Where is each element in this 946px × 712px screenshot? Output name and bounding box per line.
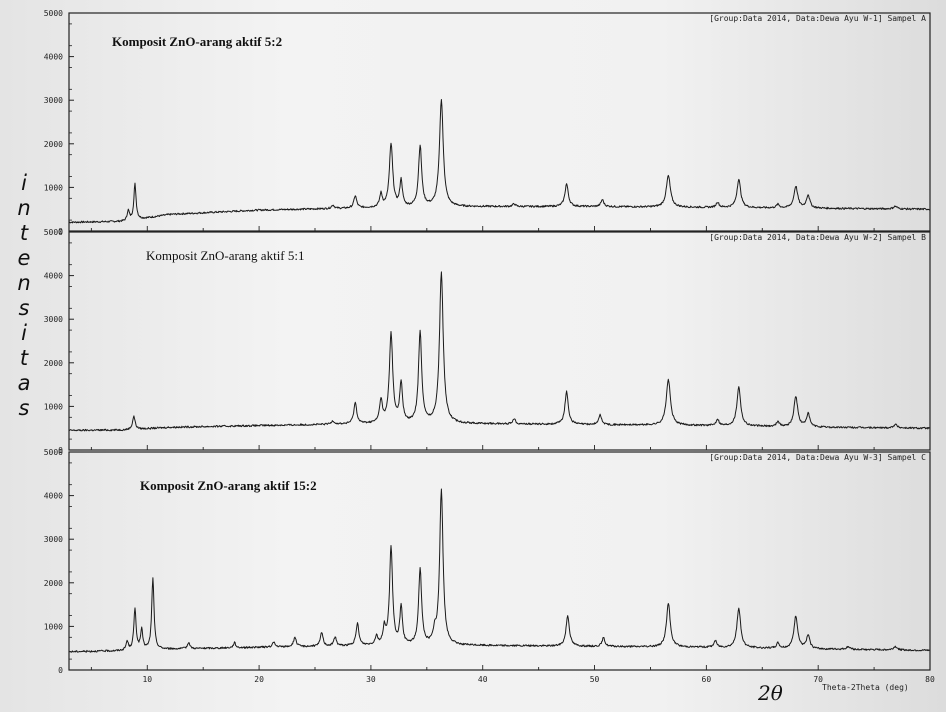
panel-title: Komposit ZnO-arang aktif 5:1	[146, 248, 305, 263]
y-tick-label: 0	[58, 446, 63, 455]
panel-frame	[68, 231, 931, 451]
y-axis-label-letter: s	[19, 396, 30, 420]
y-tick-label: 5000	[44, 228, 63, 237]
x-tick-label: 10	[142, 675, 152, 684]
y-tick-label: 4000	[44, 492, 63, 501]
y-axis-label-letter: s	[19, 296, 30, 320]
y-tick-label: 2000	[44, 140, 63, 149]
y-tick-label: 5000	[44, 9, 63, 18]
y-tick-label: 3000	[44, 535, 63, 544]
diffraction-trace	[68, 488, 930, 653]
y-tick-label: 2000	[44, 359, 63, 368]
x-tick-label: 80	[925, 675, 935, 684]
xrd-panel-1: 0 1000 2000 3000 4000 5000 [Group:Data 2014, D…	[44, 9, 931, 236]
y-tick-label: 4000	[44, 53, 63, 62]
y-tick-label: 5000	[44, 448, 63, 457]
panel-frame	[68, 12, 931, 232]
y-axis-label-letter: i	[21, 171, 27, 195]
y-tick-label: 4000	[44, 272, 63, 281]
panel-header: [Group:Data 2014, Data:Dewa Ayu W-1] Sam…	[709, 14, 926, 23]
panel-frame	[68, 451, 931, 671]
panel-header: [Group:Data 2014, Data:Dewa Ayu W-3] Sam…	[709, 453, 926, 462]
y-tick-label: 3000	[44, 315, 63, 324]
x-tick-label: 30	[366, 675, 376, 684]
y-tick-label: 0	[58, 666, 63, 675]
y-axis-label-letter: n	[17, 271, 30, 295]
panel-title: Komposit ZnO-arang aktif 15:2	[140, 478, 317, 493]
y-axis-label-letter: t	[20, 221, 29, 245]
y-tick-label: 3000	[44, 96, 63, 105]
x-axis-label: Theta-2Theta (deg)	[822, 683, 909, 692]
x-tick-label: 40	[478, 675, 488, 684]
panel-title: Komposit ZnO-arang aktif 5:2	[112, 34, 282, 49]
x-tick-label: 20	[254, 675, 264, 684]
y-tick-label: 0	[58, 227, 63, 236]
diffraction-trace	[68, 99, 931, 224]
y-axis-label-letter: e	[18, 246, 31, 270]
y-axis-label-letter: t	[20, 346, 29, 370]
y-axis-label-letter: i	[21, 321, 27, 345]
x-axis-symbol: 2θ	[757, 681, 783, 705]
x-tick-label: 50	[590, 675, 600, 684]
y-tick-label: 2000	[44, 579, 63, 588]
xrd-panel-2: 0 1000 2000 3000 4000 5000 [Group:Data 2014, D…	[44, 228, 931, 455]
y-axis-label-letter: a	[18, 371, 31, 395]
x-tick-label: 60	[702, 675, 712, 684]
y-axis-label-letter: n	[17, 196, 30, 220]
panel-header: [Group:Data 2014, Data:Dewa Ayu W-2] Sam…	[709, 233, 926, 242]
y-tick-label: 1000	[44, 183, 63, 192]
y-tick-label: 1000	[44, 622, 63, 631]
x-tick-label: 70	[813, 675, 823, 684]
y-tick-label: 1000	[44, 402, 63, 411]
xrd-panel-3: 0 1000 2000 3000 4000 5000 [Group:Data 2014, D…	[44, 448, 931, 675]
diffraction-trace	[68, 271, 931, 432]
